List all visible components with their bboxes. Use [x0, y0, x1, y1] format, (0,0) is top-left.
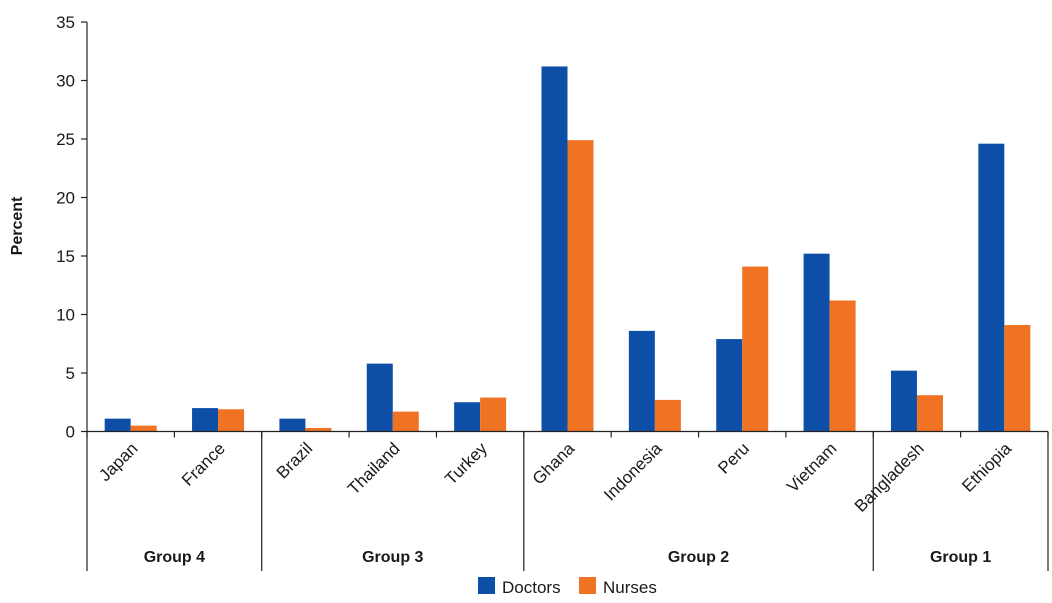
y-tick-label: 30 [56, 72, 75, 91]
bar-nurses-indonesia [654, 399, 681, 432]
x-tick-label: Brazil [273, 439, 316, 482]
group-label: Group 3 [362, 549, 423, 566]
x-axis: Japan France Brazil Thailand Turkey Ghana Indo… [86, 430, 1049, 516]
x-tick-label: Thailand [344, 439, 404, 499]
y-tick-label: 15 [56, 247, 75, 266]
bar-doctors-turkey [454, 402, 481, 432]
x-tick-label: Ghana [529, 439, 579, 489]
bar-nurses-vietnam [829, 300, 856, 432]
bar-nurses-japan [130, 425, 157, 432]
bar-nurses-turkey [480, 397, 507, 432]
x-tick-label: Turkey [441, 439, 491, 489]
bar-doctors-ghana [541, 66, 568, 432]
bar-nurses-ethiopia [1004, 325, 1031, 432]
legend: Doctors Nurses [478, 577, 657, 597]
y-tick-label: 10 [56, 306, 75, 325]
bar-doctors-japan [104, 418, 131, 432]
y-tick-label: 20 [56, 189, 75, 208]
y-tick-label: 35 [56, 13, 75, 32]
bar-nurses-thailand [392, 411, 419, 432]
bar-doctors-france [192, 408, 219, 432]
bar-doctors-bangladesh [890, 370, 917, 432]
bar-doctors-peru [716, 339, 743, 432]
bar-doctors-vietnam [803, 253, 830, 432]
group-axis: Group 4 Group 3 Group 2 Group 1 [86, 431, 1049, 571]
y-tick-label: 0 [66, 423, 75, 442]
bar-doctors-indonesia [628, 330, 655, 432]
group-label: Group 2 [668, 549, 729, 566]
x-tick-label: Japan [95, 439, 141, 485]
x-tick-label: Indonesia [600, 439, 666, 505]
x-tick-label: Peru [714, 439, 753, 478]
x-tick-label: Ethiopia [958, 439, 1015, 496]
x-tick-label: France [178, 439, 229, 490]
bar-doctors-thailand [366, 363, 393, 432]
y-tick-label: 25 [56, 130, 75, 149]
group-label: Group 4 [144, 549, 205, 566]
x-tick-label: Bangladesh [851, 439, 928, 516]
bar-nurses-brazil [305, 427, 332, 432]
legend-swatch-nurses [579, 577, 596, 594]
bar-nurses-bangladesh [916, 395, 943, 432]
bar-nurses-ghana [567, 140, 594, 432]
legend-label-doctors: Doctors [502, 578, 561, 597]
y-axis: 0 5 10 15 20 25 30 35 [56, 13, 88, 442]
bar-nurses-peru [742, 266, 769, 432]
y-tick-label: 5 [66, 364, 75, 383]
x-tick-label: Vietnam [783, 439, 840, 496]
bar-doctors-ethiopia [978, 143, 1005, 432]
bar-nurses-france [218, 409, 245, 432]
legend-label-nurses: Nurses [603, 578, 657, 597]
group-label: Group 1 [930, 549, 991, 566]
bar-doctors-brazil [279, 418, 306, 432]
legend-swatch-doctors [478, 577, 495, 594]
bars [104, 66, 1031, 432]
y-axis-label: Percent [9, 196, 26, 255]
